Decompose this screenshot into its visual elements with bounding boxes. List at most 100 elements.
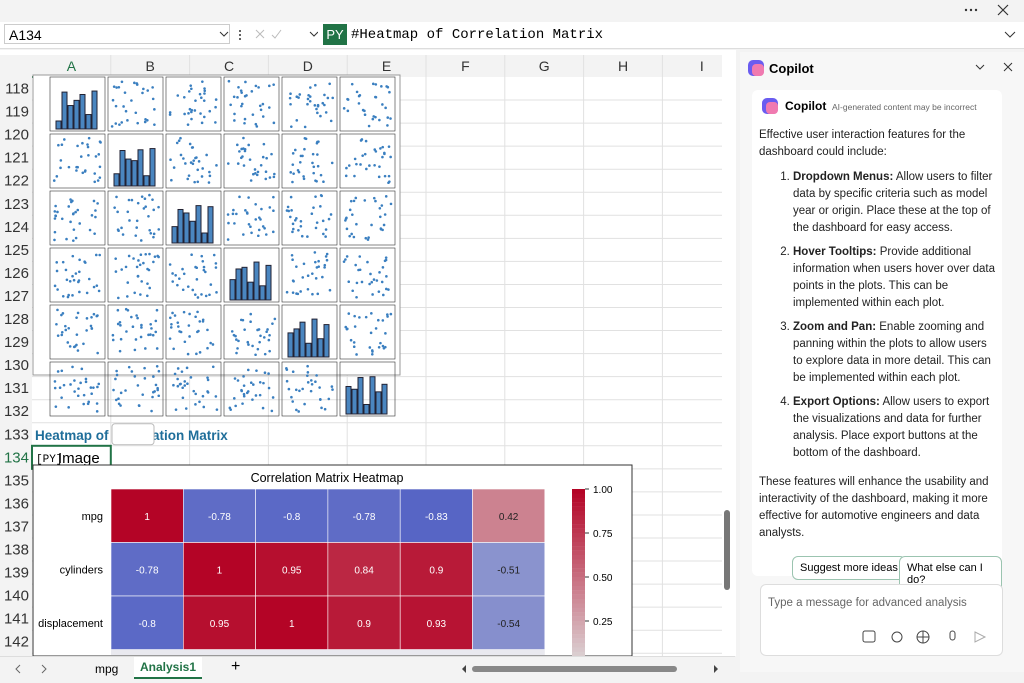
hist-bar	[55, 120, 62, 130]
pair-dot	[242, 394, 246, 398]
pair-dot	[148, 193, 151, 197]
column-letter: C	[224, 58, 234, 74]
pair-dot	[353, 325, 357, 328]
pair-dot	[179, 153, 183, 157]
pair-dot	[240, 91, 243, 94]
pair-dot	[130, 370, 134, 373]
add-sheet[interactable]: +	[231, 658, 241, 675]
pair-dot	[328, 82, 331, 86]
pair-panel	[281, 190, 338, 246]
pair-dot	[212, 253, 216, 257]
pair-dot	[234, 404, 237, 408]
conclusion: These features will enhance the usabilit…	[759, 476, 989, 539]
pair-dot	[113, 206, 116, 209]
pair-dot	[201, 80, 204, 83]
heatmap-cell-label: -0.78	[136, 565, 159, 576]
pair-dot	[203, 87, 206, 90]
pair-dot	[202, 268, 206, 272]
colorbar-step	[572, 515, 585, 520]
pair-dot	[143, 377, 147, 380]
expand-icon[interactable]	[1004, 30, 1016, 40]
window-controls[interactable]	[960, 2, 1020, 18]
heatmap-cell-label: 1	[144, 512, 150, 523]
pair-dot	[367, 236, 370, 239]
pair-dot	[131, 325, 135, 329]
name-box[interactable]: A134	[4, 24, 230, 44]
card-title: Copilot	[785, 99, 827, 113]
pair-dot	[200, 254, 204, 258]
pair-dot	[330, 385, 334, 388]
formula-text[interactable]: #Heatmap of Correlation Matrix	[351, 27, 604, 43]
pair-panel	[165, 304, 222, 360]
pair-dot	[298, 93, 302, 96]
chat-input[interactable]: Type a message for advanced analysis	[760, 584, 1003, 656]
pair-dot	[59, 159, 63, 162]
pair-dot	[92, 199, 96, 203]
pair-dot	[381, 228, 384, 232]
row-number: 119	[5, 104, 29, 121]
pair-dot	[251, 344, 254, 348]
input-icons[interactable]	[861, 629, 991, 645]
pair-dot	[152, 375, 155, 378]
pair-dot	[53, 210, 57, 213]
pair-dot	[345, 327, 349, 331]
colorbar-step	[572, 519, 585, 525]
pair-dot	[203, 89, 207, 93]
colorbar-step	[572, 612, 585, 617]
pair-dot	[173, 372, 177, 376]
pair-dot	[60, 143, 64, 147]
pair-dot	[252, 383, 255, 386]
pair-dot	[55, 261, 59, 264]
formula-icons	[219, 29, 318, 40]
pair-dot	[172, 383, 175, 387]
pane-controls[interactable]	[974, 62, 1018, 74]
pair-dot	[188, 335, 191, 338]
pair-dot	[214, 262, 218, 265]
pair-dot	[56, 370, 60, 373]
pair-dot	[187, 174, 191, 177]
sheet-tab[interactable]: mpg	[95, 662, 119, 676]
pair-dot	[254, 218, 258, 221]
pair-dot	[194, 315, 197, 319]
pair-dot	[78, 270, 81, 274]
pair-panel	[165, 133, 222, 189]
sheet-tab-active[interactable]: Analysis1	[134, 657, 203, 679]
hist-bar	[381, 383, 388, 415]
pair-dot	[66, 341, 70, 344]
pair-dot	[306, 287, 310, 291]
heatmap-cell-label: 1	[289, 619, 295, 630]
pair-dot	[152, 235, 155, 239]
pair-dot	[382, 223, 386, 227]
colorbar-step	[572, 572, 585, 578]
overlay-icons	[111, 423, 155, 446]
tab-nav[interactable]	[12, 662, 52, 676]
pair-dot	[65, 237, 68, 241]
hist-bar	[137, 149, 144, 187]
pair-dot	[143, 197, 147, 201]
pair-dot	[285, 290, 289, 294]
pair-dot	[366, 260, 369, 264]
pair-dot	[295, 119, 299, 122]
pair-dot	[112, 85, 116, 88]
pair-dot	[157, 205, 160, 209]
pair-dot	[98, 140, 102, 143]
pair-dot	[313, 251, 317, 254]
row-header-bg	[0, 77, 32, 656]
hist-bar	[195, 205, 202, 244]
hist-bar	[241, 266, 248, 301]
pair-dot	[369, 331, 373, 335]
pair-dot	[242, 164, 246, 167]
pair-dot	[77, 387, 80, 390]
pair-dot	[94, 253, 98, 257]
colorbar-step	[572, 537, 585, 542]
pair-dot	[258, 340, 261, 344]
pair-dot	[185, 366, 189, 370]
pair-dot	[317, 259, 320, 263]
pair-dot	[327, 217, 331, 221]
pair-dot	[54, 405, 58, 408]
pair-dot	[71, 365, 74, 369]
suggestion-chip[interactable]: Suggest more ideas	[792, 556, 906, 580]
h-scrollbar[interactable]	[460, 662, 720, 676]
pair-dot	[299, 290, 302, 293]
pair-dot	[306, 374, 309, 377]
